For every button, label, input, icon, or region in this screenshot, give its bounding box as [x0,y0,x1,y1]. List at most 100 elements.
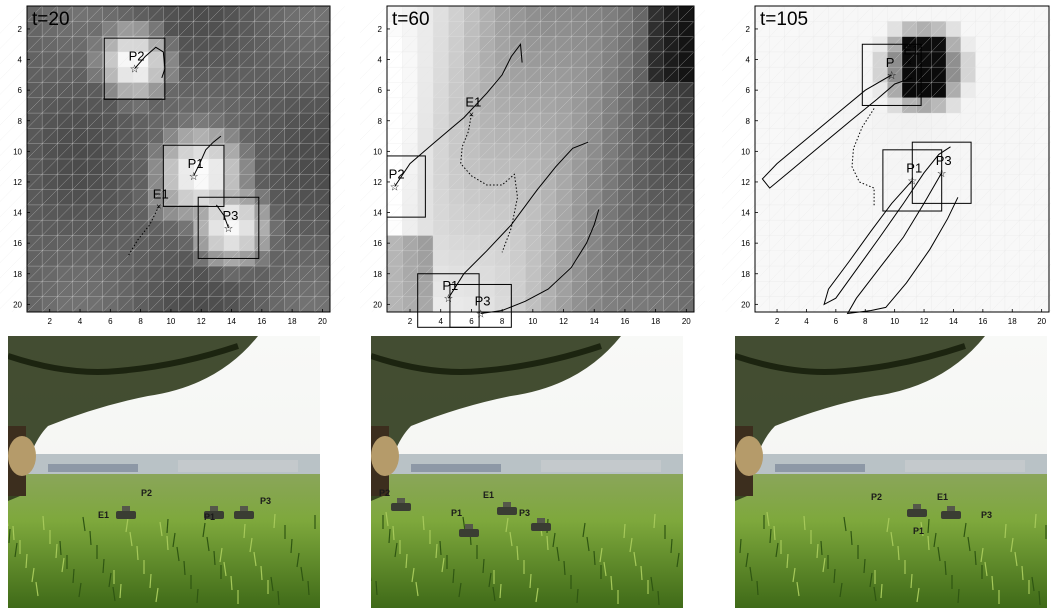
heatmap-cell [254,128,270,145]
heatmap-cell [57,204,73,221]
heatmap-cell [647,143,664,160]
heatmap-cell [509,266,526,282]
tree-canopy [8,336,258,501]
heatmap-cell [479,21,495,38]
heatmap-cell [133,266,149,282]
distant-buildings [905,460,1025,472]
x-tick-label: 4 [438,317,443,326]
heatmap-cell [887,174,903,191]
heatmap-cell [843,159,859,175]
grass-blade [499,583,502,599]
heatmap-cell [540,250,557,267]
heatmap-cell [813,220,829,236]
heatmap-cell [239,6,255,22]
heatmap-cell [1019,159,1035,175]
heatmap-cell [601,189,618,206]
heatmap-cell [1034,36,1050,53]
heatmap-cells [387,6,695,313]
heatmap-cell [525,220,541,236]
grass-blade [676,552,680,568]
heatmap-cell [72,128,89,145]
heatmap-cell [813,281,829,298]
heatmap-cell [448,67,465,83]
heatmap-cell [755,67,771,83]
heatmap-cell [254,159,270,175]
heatmap-cell [678,143,695,160]
heatmap-cell [72,250,89,267]
grass-blade [183,560,186,576]
heatmap-cell [163,21,179,38]
heatmap-cell [133,36,149,53]
heatmap-cell [755,296,771,313]
heatmap-cell [857,21,874,38]
heatmap-cell [799,67,815,83]
heatmap-cell [678,159,695,175]
heatmap-cell [417,281,434,298]
heatmap-cell [479,281,495,298]
heatmap-cell [975,36,991,53]
heatmap-cell [902,6,918,22]
grass-blade [839,582,843,598]
heatmap-cell [463,204,480,221]
heatmap-cell [479,204,495,221]
heatmap-cell [960,6,976,22]
heatmap-cell [828,189,844,206]
heatmap-cell [990,220,1006,236]
x-tick-label: 20 [682,317,691,326]
heatmap-cell [990,189,1006,206]
heatmap-cell [916,235,932,252]
heatmap-cell [678,51,695,68]
grass-blade [563,560,566,576]
heatmap-cell [586,113,603,129]
heatmap-cell [479,6,495,22]
heatmap-cell [828,159,844,175]
heatmap-cell [178,235,195,252]
heatmap-cell [417,82,434,99]
grass-blade [119,583,122,599]
heatmap-cell [27,51,43,68]
distant-buildings [48,464,138,472]
heatmap-cell [417,97,434,114]
heatmap-cell [990,36,1006,53]
tree-branch [735,343,966,375]
heatmap-cell [299,296,316,313]
heatmap-cell [72,113,89,129]
heatmap-cell [57,82,73,99]
heatmap-cell [799,159,815,175]
heatmap-cell [42,220,58,236]
heatmap-cell [102,266,119,282]
heatmap-cell [463,296,480,313]
heatmap-cell [784,36,800,53]
heatmap-cell [1034,174,1050,191]
heatmap-cell [784,51,800,68]
heatmap-cell [417,67,434,83]
heatmap-cell [525,174,541,191]
heatmap-cell [509,143,526,160]
heatmap-cell [494,159,511,175]
grass-blade [296,552,300,568]
heatmap-cell [960,143,976,160]
heatmap-cell [284,97,301,114]
heatmap-cell [601,250,618,267]
heatmap-cell [663,21,680,38]
heatmap-cell [799,21,815,38]
grass-blade [670,538,673,554]
heatmap-cell [601,143,618,160]
heatmap-cell [117,174,134,191]
heatmap-cell [931,113,947,129]
heatmap-cell [239,174,255,191]
heatmap-cell [632,266,649,282]
y-tick-label: 8 [18,117,23,126]
heatmap-cell [178,204,195,221]
heatmap-cell [843,6,859,22]
heatmap-cell [479,67,495,83]
heatmap-cell [463,159,480,175]
heatmap-cell [902,82,918,99]
heatmap-cell [479,36,495,53]
heatmap-cell [163,159,179,175]
heatmap-cell [1034,113,1050,129]
grass-blade [967,536,971,552]
heatmap-cell [540,21,557,38]
heatmap-cell [299,51,316,68]
grass-blade [1038,590,1041,606]
